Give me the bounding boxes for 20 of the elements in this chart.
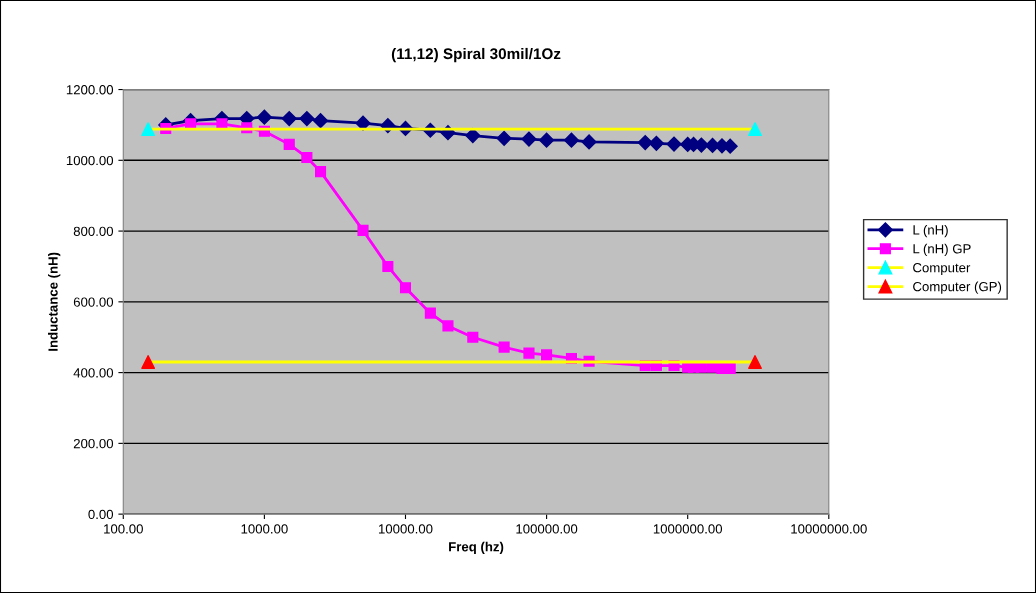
y-tick-label: 400.00 <box>73 368 114 378</box>
x-tick-label: 100000.00 <box>516 524 578 534</box>
x-axis-title: Freq (hz) <box>449 541 504 555</box>
chart-title: (11,12) Spiral 30mil/1Oz <box>391 47 561 63</box>
y-axis-title: Inductance (nH) <box>48 252 61 351</box>
legend-label: L (nH) GP <box>913 243 971 257</box>
x-tick-label: 100.00 <box>104 524 143 534</box>
y-tick-label: 600.00 <box>73 297 114 307</box>
y-tick-label: 1200.00 <box>66 85 114 95</box>
x-tick-label: 1000.00 <box>241 524 288 534</box>
legend-label: Computer (GP) <box>913 281 1002 294</box>
legend-label: Computer <box>913 263 971 275</box>
legend-label: L (nH) <box>913 224 948 238</box>
x-tick-label: 1000000.00 <box>653 524 723 534</box>
y-tick-label: 0.00 <box>88 509 114 520</box>
y-tick-label: 1000.00 <box>66 155 114 166</box>
y-tick-label: 200.00 <box>73 438 114 449</box>
y-tick-label: 800.00 <box>73 226 114 236</box>
x-tick-label: 10000.00 <box>378 524 433 534</box>
x-tick-label: 10000000.00 <box>791 524 867 534</box>
